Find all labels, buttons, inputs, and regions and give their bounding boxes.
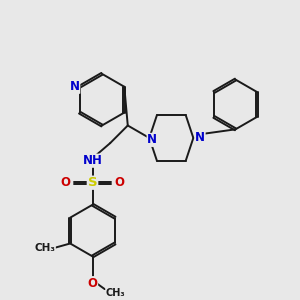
Text: O: O — [88, 277, 98, 290]
Text: N: N — [70, 80, 80, 93]
Text: NH: NH — [82, 154, 103, 167]
Text: N: N — [147, 134, 157, 146]
Text: N: N — [195, 131, 205, 145]
Text: CH₃: CH₃ — [34, 243, 55, 253]
Text: S: S — [88, 176, 98, 189]
Text: CH₃: CH₃ — [106, 288, 125, 298]
Text: O: O — [114, 176, 124, 189]
Text: O: O — [61, 176, 71, 189]
